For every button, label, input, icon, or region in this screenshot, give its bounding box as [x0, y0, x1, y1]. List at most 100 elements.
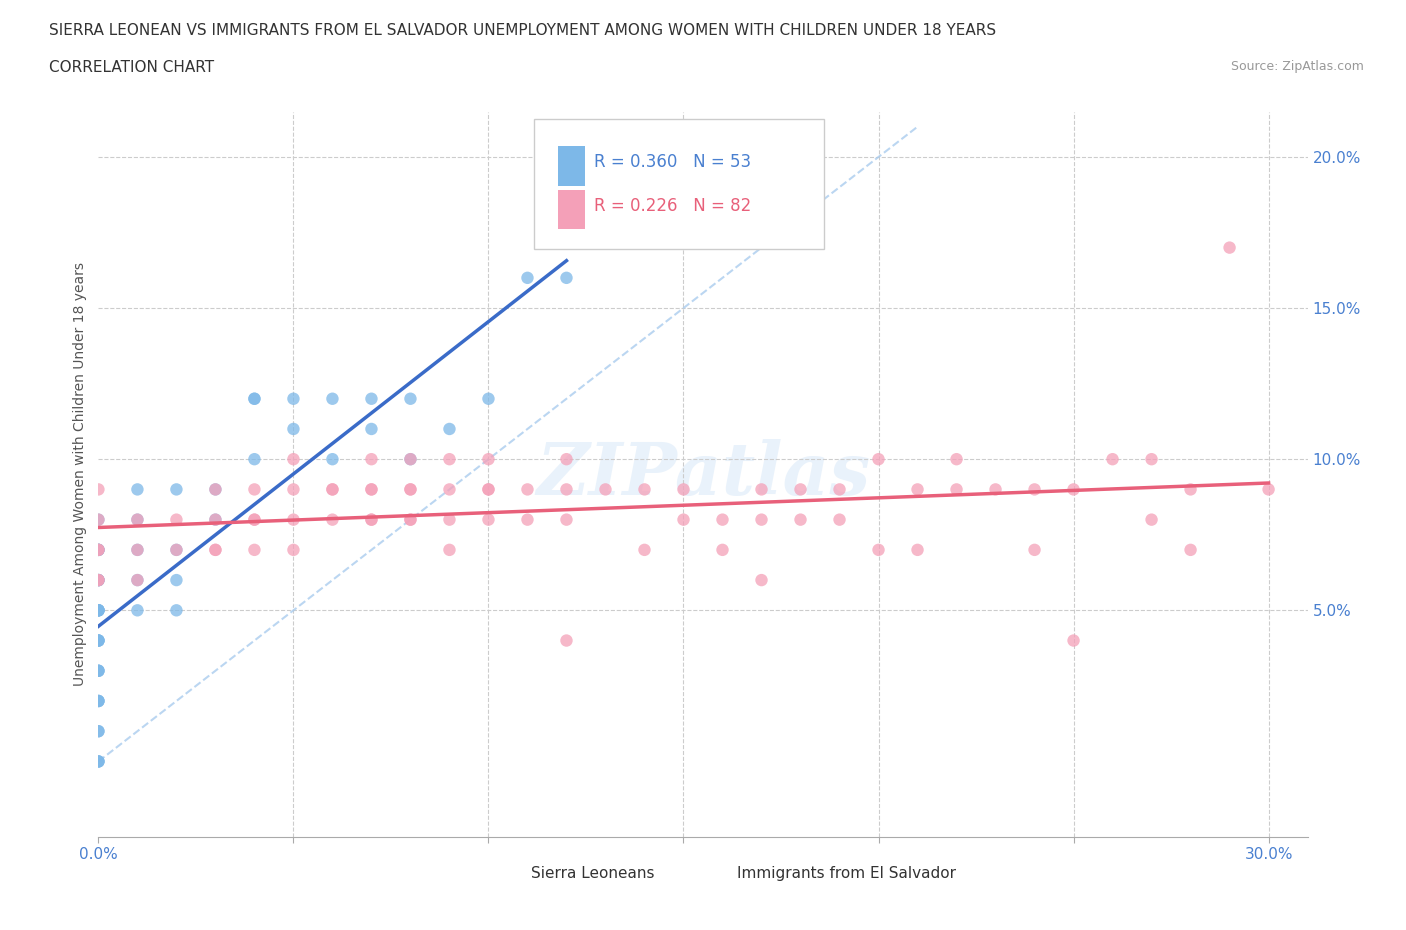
- Text: ZIPatlas: ZIPatlas: [536, 439, 870, 510]
- Point: [516, 512, 538, 527]
- Point: [87, 633, 110, 648]
- Point: [87, 542, 110, 557]
- FancyBboxPatch shape: [703, 858, 730, 888]
- Point: [789, 512, 811, 527]
- Point: [87, 603, 110, 618]
- Point: [907, 542, 929, 557]
- Point: [789, 482, 811, 497]
- Point: [672, 512, 695, 527]
- Point: [87, 724, 110, 738]
- Point: [439, 542, 461, 557]
- Point: [516, 482, 538, 497]
- Point: [439, 421, 461, 436]
- Text: SIERRA LEONEAN VS IMMIGRANTS FROM EL SALVADOR UNEMPLOYMENT AMONG WOMEN WITH CHIL: SIERRA LEONEAN VS IMMIGRANTS FROM EL SAL…: [49, 23, 997, 38]
- Point: [828, 512, 851, 527]
- Point: [751, 482, 773, 497]
- Point: [477, 392, 499, 406]
- Point: [1180, 542, 1202, 557]
- Point: [1180, 482, 1202, 497]
- FancyBboxPatch shape: [558, 146, 585, 186]
- Point: [595, 482, 617, 497]
- Point: [87, 754, 110, 769]
- Text: Sierra Leoneans: Sierra Leoneans: [531, 866, 655, 881]
- Point: [87, 573, 110, 588]
- Point: [87, 573, 110, 588]
- Point: [283, 542, 305, 557]
- Point: [87, 754, 110, 769]
- Point: [321, 482, 343, 497]
- Point: [984, 482, 1007, 497]
- Point: [399, 452, 422, 467]
- Point: [87, 694, 110, 709]
- Point: [477, 512, 499, 527]
- Point: [477, 482, 499, 497]
- Point: [87, 694, 110, 709]
- Text: CORRELATION CHART: CORRELATION CHART: [49, 60, 214, 75]
- Point: [204, 482, 226, 497]
- Point: [127, 542, 149, 557]
- Point: [243, 512, 266, 527]
- Point: [555, 271, 578, 286]
- Point: [283, 392, 305, 406]
- Point: [87, 724, 110, 738]
- Point: [360, 392, 382, 406]
- Point: [87, 542, 110, 557]
- Point: [87, 754, 110, 769]
- Point: [87, 573, 110, 588]
- Point: [283, 482, 305, 497]
- Point: [87, 512, 110, 527]
- Point: [945, 452, 967, 467]
- Point: [672, 482, 695, 497]
- Point: [165, 542, 187, 557]
- Point: [87, 542, 110, 557]
- Point: [399, 452, 422, 467]
- Point: [477, 452, 499, 467]
- Point: [828, 482, 851, 497]
- Text: Immigrants from El Salvador: Immigrants from El Salvador: [737, 866, 956, 881]
- FancyBboxPatch shape: [498, 858, 524, 888]
- Point: [360, 421, 382, 436]
- Text: Source: ZipAtlas.com: Source: ZipAtlas.com: [1230, 60, 1364, 73]
- Point: [87, 663, 110, 678]
- Point: [283, 452, 305, 467]
- Point: [555, 482, 578, 497]
- Point: [399, 482, 422, 497]
- Point: [321, 512, 343, 527]
- Point: [633, 482, 655, 497]
- Point: [868, 542, 890, 557]
- Point: [127, 542, 149, 557]
- Point: [1219, 240, 1241, 255]
- Point: [87, 542, 110, 557]
- Point: [1257, 482, 1279, 497]
- Point: [87, 573, 110, 588]
- Point: [1024, 482, 1046, 497]
- Point: [87, 603, 110, 618]
- Point: [127, 482, 149, 497]
- Point: [87, 633, 110, 648]
- Point: [945, 482, 967, 497]
- Point: [87, 603, 110, 618]
- Point: [165, 573, 187, 588]
- Point: [321, 482, 343, 497]
- Point: [477, 482, 499, 497]
- Point: [1140, 452, 1163, 467]
- Point: [127, 603, 149, 618]
- Point: [516, 271, 538, 286]
- Point: [399, 392, 422, 406]
- Point: [127, 573, 149, 588]
- Point: [1063, 482, 1085, 497]
- Point: [87, 512, 110, 527]
- Point: [165, 603, 187, 618]
- Point: [360, 512, 382, 527]
- Point: [87, 603, 110, 618]
- Point: [555, 633, 578, 648]
- FancyBboxPatch shape: [534, 119, 824, 249]
- Point: [87, 482, 110, 497]
- Point: [321, 392, 343, 406]
- Point: [204, 542, 226, 557]
- Point: [283, 512, 305, 527]
- FancyBboxPatch shape: [558, 190, 585, 230]
- Point: [87, 542, 110, 557]
- Point: [243, 392, 266, 406]
- Point: [243, 452, 266, 467]
